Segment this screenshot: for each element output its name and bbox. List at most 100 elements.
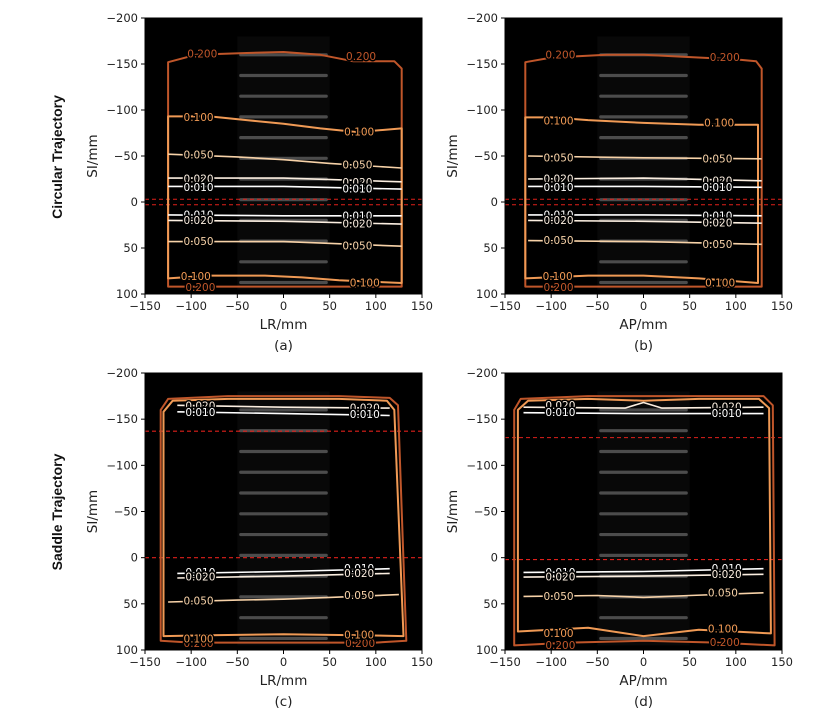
contour-label: 0.010	[702, 182, 732, 194]
y-tick-label: 50	[123, 597, 138, 611]
contour-label: 0.050	[544, 235, 574, 247]
contour-label: 0.100	[344, 630, 374, 642]
contour-label: 0.010	[184, 209, 214, 221]
contour-line-0.100	[516, 397, 772, 638]
x-tick-label: 50	[322, 299, 337, 313]
phantom-disk	[599, 280, 688, 285]
x-tick-label: −50	[225, 655, 249, 669]
x-tick-label: 50	[322, 655, 337, 669]
contour-label: 0.050	[184, 596, 214, 608]
phantom-disk	[599, 198, 688, 202]
x-tick-label: 100	[725, 299, 747, 313]
y-tick-label: 0	[131, 551, 138, 565]
contour-label: 0.020	[702, 218, 732, 230]
phantom-disk	[599, 636, 688, 641]
x-tick-label: 150	[411, 299, 433, 313]
contour-label: 0.020	[544, 215, 574, 227]
contour-label: 0.020	[712, 402, 742, 414]
contour-label: 0.050	[708, 587, 738, 599]
contour-label: 0.100	[705, 277, 735, 289]
y-tick-label: 50	[123, 241, 138, 255]
contour-label: 0.100	[704, 117, 734, 129]
x-axis-label: LR/mm	[260, 317, 308, 333]
panel-label: (b)	[634, 338, 653, 354]
phantom-disk	[599, 429, 688, 433]
contour-line-0.100	[524, 116, 759, 284]
contour-label: 0.020	[184, 174, 214, 186]
contour-line-0.020	[523, 573, 764, 578]
phantom-disk	[599, 532, 688, 537]
panel-label: (d)	[634, 694, 653, 710]
phantom-texture	[237, 391, 330, 646]
x-tick-label: 0	[280, 655, 287, 669]
x-axis-label: AP/mm	[619, 673, 667, 689]
y-tick-label: 100	[116, 643, 138, 657]
contour-label: 0.020	[545, 400, 575, 412]
phantom-disk	[599, 491, 688, 495]
contour-label: 0.200	[710, 52, 740, 64]
phantom-disk	[239, 408, 328, 412]
contour-label: 0.020	[702, 175, 732, 187]
x-tick-label: −150	[489, 655, 521, 669]
x-tick-label: −100	[535, 655, 567, 669]
contour-line-0.050	[168, 240, 402, 247]
contour-line-0.100	[162, 397, 405, 638]
contour-line-0.200	[513, 395, 776, 647]
contour-line-0.200	[159, 395, 408, 644]
y-tick-label: 100	[476, 643, 498, 657]
contour-label: 0.050	[544, 152, 574, 164]
y-tick-label: −100	[466, 103, 498, 117]
contour-line-0.020	[528, 219, 762, 224]
contour-label: 0.010	[712, 563, 742, 575]
contour-label: 0.050	[342, 160, 372, 172]
x-tick-label: 100	[365, 655, 387, 669]
contour-line-0.050	[168, 153, 402, 169]
x-tick-label: 50	[682, 655, 697, 669]
phantom-disk	[599, 408, 688, 412]
phantom-disk	[599, 616, 688, 620]
y-axis-label: SI/mm	[445, 134, 461, 177]
x-tick-label: 100	[725, 655, 747, 669]
x-tick-label: −100	[535, 299, 567, 313]
contour-label: 0.020	[342, 219, 372, 231]
y-tick-label: −200	[466, 11, 498, 25]
panel-a: 0.200 0.2000.2000.1000.1000.1000.1000.050…	[85, 11, 433, 354]
image-background	[145, 373, 422, 650]
x-tick-label: 0	[640, 655, 647, 669]
x-tick-label: −100	[175, 655, 207, 669]
contour-line-0.050	[168, 593, 399, 603]
contour-label: 0.200	[184, 638, 214, 650]
contour-line-0.100	[167, 115, 403, 284]
contour-line-0.010	[168, 214, 402, 217]
contour-label: 0.100	[544, 116, 574, 128]
contour-line-0.010	[177, 411, 390, 417]
contour-line-0.010	[523, 567, 764, 574]
phantom-disk	[599, 470, 688, 474]
phantom-disk	[599, 512, 688, 516]
y-tick-label: 100	[476, 287, 498, 301]
x-axis-label: LR/mm	[260, 673, 308, 689]
contour-label: 0.100	[181, 271, 211, 283]
phantom-disk	[599, 73, 688, 78]
contour-label: 0.010	[544, 209, 574, 221]
contour-line-0.020	[168, 219, 402, 225]
contour-label: 0.100	[184, 112, 214, 124]
phantom-disk	[239, 94, 328, 98]
phantom-disk	[599, 136, 688, 140]
contour-label: 0.100	[708, 623, 738, 635]
y-axis-label: SI/mm	[85, 490, 101, 533]
contour-label: 0.100	[184, 633, 214, 645]
contour-label: 0.200	[346, 51, 376, 63]
x-tick-label: 0	[280, 299, 287, 313]
contour-label: 0.200	[545, 640, 575, 652]
image-background	[505, 373, 782, 650]
x-tick-label: −100	[175, 299, 207, 313]
contour-label: 0.010	[350, 409, 380, 421]
contour-label: 0.050	[184, 150, 214, 162]
contour-label: 0.100	[350, 277, 380, 289]
contour-label: 0.050	[702, 153, 732, 165]
phantom-disk	[239, 532, 328, 537]
y-tick-label: −100	[106, 458, 138, 472]
y-tick-label: 0	[131, 195, 138, 209]
